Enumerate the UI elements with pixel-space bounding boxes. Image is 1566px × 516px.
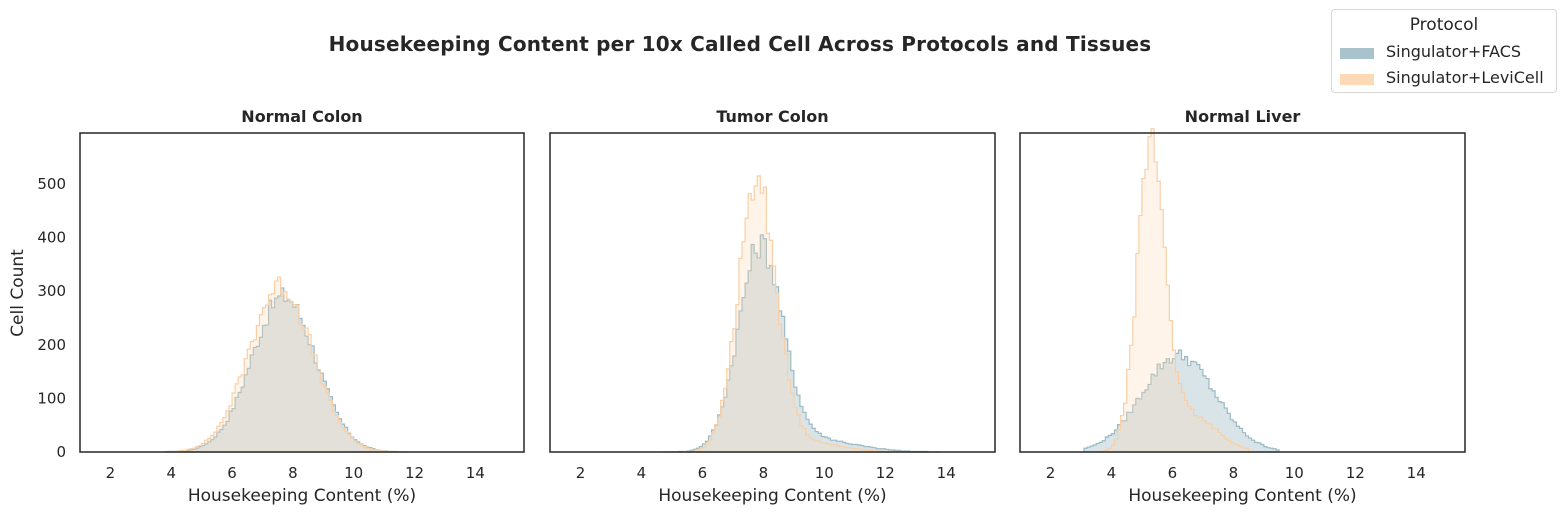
legend-swatch-facs [1340, 48, 1374, 59]
figure-title: Housekeeping Content per 10x Called Cell… [328, 32, 1152, 56]
histogram-singulator-levicell-normal-colon [164, 276, 400, 453]
histogram-singulator-facs-normal-liver [1083, 349, 1280, 453]
x-tick-label-normal-colon: 12 [405, 464, 424, 482]
x-tick-label-normal-colon: 8 [288, 464, 298, 482]
x-tick-label-normal-liver: 14 [1407, 464, 1426, 482]
histogram-singulator-levicell-normal-liver [1098, 128, 1250, 453]
x-tick-label-tumor-colon: 14 [937, 464, 956, 482]
panel-normal-colon: 2 4 6 8 10 12 14 0 100 200 300 400 500 [37, 132, 525, 482]
legend: Protocol Singulator+FACS Singulator+Levi… [1331, 9, 1557, 93]
x-tick-label-tumor-colon: 4 [637, 464, 647, 482]
x-tick-label-tumor-colon: 8 [759, 464, 769, 482]
x-axis-label-tumor-colon: Housekeeping Content (%) [658, 486, 887, 506]
x-tick-label-tumor-colon: 12 [876, 464, 895, 482]
plot-frame-tumor-colon [549, 132, 996, 453]
x-tick-label-tumor-colon: 10 [815, 464, 834, 482]
series-singulator-levicell-normal-liver [1098, 128, 1250, 453]
histogram-singulator-facs-tumor-colon [662, 234, 941, 453]
panel-title-tumor-colon: Tumor Colon [716, 107, 829, 126]
panel-title-normal-liver: Normal Liver [1184, 107, 1301, 126]
legend-title: Protocol [1409, 15, 1479, 35]
x-tick-label-normal-colon: 2 [106, 464, 116, 482]
x-axis-label-normal-liver: Housekeeping Content (%) [1128, 486, 1357, 506]
x-axis-label-normal-colon: Housekeeping Content (%) [187, 486, 417, 506]
y-tick-label-normal-colon: 200 [37, 336, 66, 354]
x-tick-label-normal-liver: 4 [1107, 464, 1117, 482]
panel-tumor-colon: 2 4 6 8 10 12 14 [549, 132, 996, 482]
x-tick-label-normal-colon: 10 [344, 464, 363, 482]
y-tick-label-normal-colon: 500 [37, 175, 66, 193]
x-tick-label-normal-liver: 10 [1285, 464, 1304, 482]
x-tick-label-normal-liver: 12 [1346, 464, 1365, 482]
plot-frame-normal-liver [1019, 132, 1466, 453]
series-singulator-facs-tumor-colon [662, 234, 941, 453]
panel-title-normal-colon: Normal Colon [241, 107, 363, 126]
x-tick-label-normal-colon: 14 [466, 464, 485, 482]
y-tick-label-normal-colon: 400 [37, 229, 66, 247]
series-singulator-facs-normal-liver [1083, 349, 1280, 453]
legend-swatch-levicell [1340, 74, 1374, 85]
series-singulator-levicell-normal-colon [164, 276, 400, 453]
legend-label-facs: Singulator+FACS [1386, 42, 1522, 61]
y-tick-label-normal-colon: 300 [37, 282, 66, 300]
plot-frame-normal-colon [79, 132, 525, 453]
x-tick-label-normal-colon: 4 [166, 464, 176, 482]
series-singulator-levicell-tumor-colon [665, 175, 910, 453]
legend-label-levicell: Singulator+LeviCell [1386, 68, 1544, 87]
y-tick-label-normal-colon: 100 [37, 389, 66, 407]
x-tick-label-normal-colon: 6 [227, 464, 237, 482]
panel-normal-liver: 2 4 6 8 10 12 14 [1019, 128, 1466, 482]
x-tick-label-normal-liver: 2 [1046, 464, 1056, 482]
x-tick-label-tumor-colon: 2 [576, 464, 586, 482]
y-tick-label-normal-colon: 0 [56, 443, 66, 461]
x-tick-label-normal-liver: 6 [1168, 464, 1178, 482]
x-tick-label-tumor-colon: 6 [698, 464, 708, 482]
x-tick-label-normal-liver: 8 [1229, 464, 1239, 482]
histogram-singulator-levicell-tumor-colon [665, 175, 910, 453]
